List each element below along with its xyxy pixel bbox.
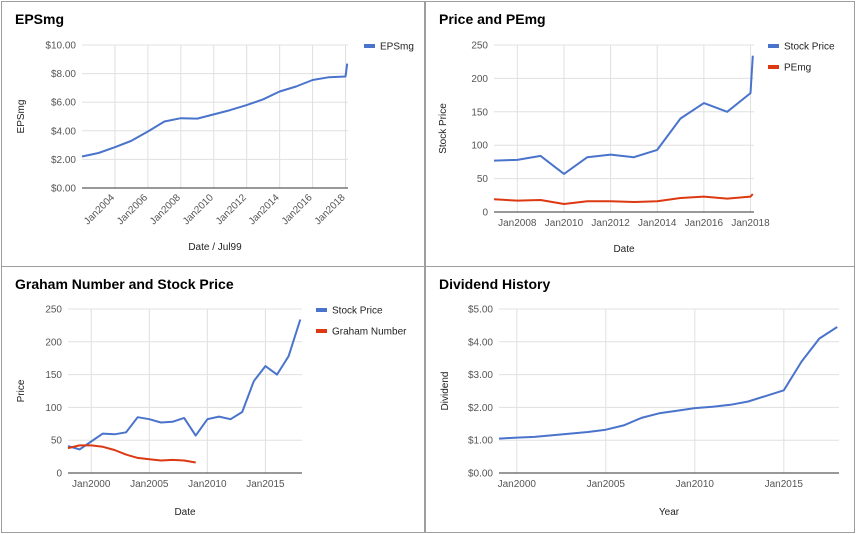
x-tick-label: Jan2010 <box>676 479 715 490</box>
y-tick-label: $4.00 <box>468 337 493 348</box>
y-tick-label: 150 <box>471 107 488 118</box>
series-line-stock-price <box>493 55 754 175</box>
y-tick-label: $2.00 <box>468 403 493 414</box>
y-tick-label: $2.00 <box>51 155 76 166</box>
x-tick-label: Jan2012 <box>591 218 630 229</box>
legend-swatch <box>316 308 327 312</box>
y-tick-label: $10.00 <box>45 41 76 52</box>
y-tick-label: $1.00 <box>468 436 493 447</box>
eps-chart: EPSmg $0.00 $2.00 $4.00 $6.00 $8.00 $10.00 Jan2… <box>15 11 414 253</box>
x-axis-label: Year <box>659 507 680 518</box>
x-tick-label: Jan2000 <box>498 479 537 490</box>
x-tick-label: Jan2015 <box>765 479 804 490</box>
series-line-pemg <box>493 193 754 205</box>
x-tick-label: Jan2010 <box>188 479 227 490</box>
y-tick-label: 150 <box>45 370 62 381</box>
price-pe-chart: Price and PEmg 0 50 100 150 200 250 Jan2008 Jan2… <box>438 11 835 255</box>
y-tick-label: 0 <box>482 208 488 219</box>
x-tick-label: Jan2004 <box>82 192 117 227</box>
x-tick-label: Jan2008 <box>498 218 537 229</box>
x-tick-label: Jan2012 <box>214 192 249 227</box>
y-tick-label: 50 <box>51 436 63 447</box>
graham-chart-panel: Graham Number and Stock Price 0 50 100 150 20… <box>1 266 425 533</box>
legend-swatch <box>364 44 375 48</box>
y-tick-label: 200 <box>471 74 488 85</box>
y-axis-label: Stock Price <box>438 103 449 154</box>
legend-label: Stock Price <box>332 306 383 317</box>
chart-title: Dividend History <box>439 276 550 292</box>
x-tick-label: Jan2016 <box>685 218 724 229</box>
x-tick-label: Jan2018 <box>731 218 770 229</box>
price-pe-chart-panel: Price and PEmg 0 50 100 150 200 250 Jan2008 Jan2… <box>425 1 855 267</box>
series-line-graham-number <box>67 444 196 464</box>
legend-swatch <box>316 329 327 333</box>
y-tick-label: $5.00 <box>468 305 493 316</box>
eps-chart-panel: EPSmg $0.00 $2.00 $4.00 $6.00 $8.00 $10.00 Jan2… <box>1 1 425 267</box>
x-tick-label: Jan2008 <box>148 192 183 227</box>
y-tick-label: $8.00 <box>51 69 76 80</box>
x-tick-label: Jan2015 <box>246 479 285 490</box>
x-tick-label: Jan2000 <box>72 479 111 490</box>
y-tick-label: $0.00 <box>51 184 76 195</box>
x-tick-label: Jan2018 <box>313 192 348 227</box>
legend-label: EPSmg <box>380 42 414 53</box>
chart-title: Graham Number and Stock Price <box>15 276 234 292</box>
dividend-chart-panel: Dividend History $0.00 $1.00 $2.00 $3.00 $4.0… <box>425 266 855 533</box>
x-tick-label: Jan2010 <box>181 192 216 227</box>
y-axis-label: EPSmg <box>16 100 27 134</box>
y-tick-label: $4.00 <box>51 126 76 137</box>
y-tick-label: $3.00 <box>468 370 493 381</box>
x-axis-label: Date <box>613 244 635 255</box>
x-tick-label: Jan2005 <box>587 479 626 490</box>
y-tick-label: 100 <box>45 403 62 414</box>
series-line-epsmg <box>81 63 349 158</box>
y-axis-label: Price <box>16 379 27 402</box>
y-axis-label: Dividend <box>440 372 451 411</box>
legend-label: Graham Number <box>332 327 407 338</box>
chart-title: EPSmg <box>15 11 64 27</box>
y-tick-label: $0.00 <box>468 469 493 480</box>
y-tick-label: 200 <box>45 337 62 348</box>
y-tick-label: 0 <box>56 469 62 480</box>
y-tick-label: 250 <box>471 41 488 52</box>
legend-label: Stock Price <box>784 42 835 53</box>
legend-label: PEmg <box>784 63 811 74</box>
chart-title: Price and PEmg <box>439 11 546 27</box>
legend-swatch <box>768 44 779 48</box>
x-tick-label: Jan2006 <box>115 192 150 227</box>
graham-chart: Graham Number and Stock Price 0 50 100 150 20… <box>15 276 407 518</box>
x-tick-label: Jan2014 <box>638 218 677 229</box>
x-tick-label: Jan2010 <box>545 218 584 229</box>
y-tick-label: 100 <box>471 141 488 152</box>
x-tick-label: Jan2014 <box>247 192 282 227</box>
legend-swatch <box>768 65 779 69</box>
y-tick-label: 50 <box>477 174 489 185</box>
series-line-main <box>498 326 838 440</box>
dividend-chart: Dividend History $0.00 $1.00 $2.00 $3.00 $4.0… <box>439 276 839 518</box>
x-tick-label: Jan2016 <box>280 192 315 227</box>
x-axis-label: Date <box>174 507 196 518</box>
y-tick-label: 250 <box>45 305 62 316</box>
x-axis-label: Date / Jul99 <box>188 242 242 253</box>
x-tick-label: Jan2005 <box>130 479 169 490</box>
y-tick-label: $6.00 <box>51 98 76 109</box>
